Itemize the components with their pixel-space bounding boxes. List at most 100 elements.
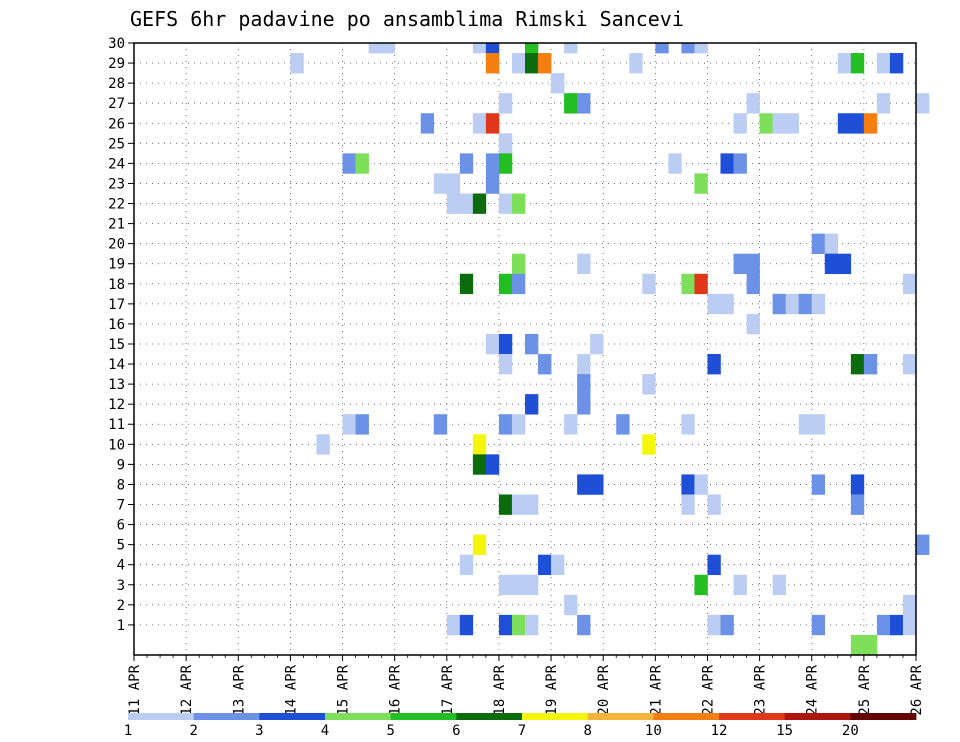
colorbar-label: 5 bbox=[386, 723, 394, 739]
data-cell bbox=[498, 193, 513, 214]
colorbar-segment bbox=[390, 713, 457, 720]
data-cell bbox=[772, 113, 786, 134]
data-cell bbox=[850, 474, 865, 495]
data-cell bbox=[446, 173, 461, 194]
data-cell bbox=[433, 173, 448, 194]
y-tick-label: 6 bbox=[117, 518, 125, 534]
data-cell bbox=[837, 53, 852, 74]
data-cell bbox=[863, 354, 878, 375]
data-cell bbox=[525, 394, 539, 415]
data-cell bbox=[876, 53, 891, 74]
data-cell bbox=[759, 113, 773, 134]
data-cell bbox=[681, 273, 695, 295]
data-cell bbox=[577, 474, 591, 495]
data-cell bbox=[511, 614, 526, 636]
y-tick-label: 28 bbox=[108, 76, 125, 92]
y-tick-label: 20 bbox=[108, 237, 125, 253]
data-cell bbox=[342, 153, 356, 174]
data-cell bbox=[642, 374, 656, 395]
colorbar-segment bbox=[522, 713, 589, 720]
data-cell bbox=[498, 354, 513, 375]
data-cell bbox=[616, 414, 630, 435]
data-cell bbox=[837, 113, 852, 134]
data-cell bbox=[459, 193, 474, 214]
data-cell bbox=[472, 534, 487, 555]
colorbar-label: 3 bbox=[255, 723, 263, 739]
data-cell bbox=[720, 614, 734, 636]
data-cell bbox=[707, 554, 721, 576]
data-cell bbox=[525, 333, 539, 355]
y-tick-label: 9 bbox=[117, 457, 125, 473]
data-cell bbox=[511, 574, 526, 596]
y-tick-label: 18 bbox=[108, 277, 125, 293]
data-cell bbox=[485, 53, 500, 74]
data-cell bbox=[551, 73, 565, 94]
colorbar-segment bbox=[784, 713, 851, 720]
data-cell bbox=[498, 273, 513, 295]
data-cell bbox=[798, 293, 813, 315]
data-cell bbox=[577, 253, 591, 275]
data-cell bbox=[485, 113, 500, 134]
data-cell bbox=[472, 454, 487, 475]
data-cell bbox=[694, 173, 708, 194]
y-tick-label: 5 bbox=[117, 538, 125, 554]
data-cell bbox=[707, 494, 721, 515]
data-cell bbox=[902, 594, 917, 616]
data-cell bbox=[850, 634, 865, 656]
data-cell bbox=[498, 614, 513, 636]
x-tick-label: 11 APR bbox=[127, 664, 143, 715]
colorbar: 1 2 3 4 5 6 7 8 10 12 15 20 bbox=[124, 713, 917, 739]
data-cell bbox=[707, 354, 721, 375]
data-cell bbox=[551, 554, 565, 576]
data-cell bbox=[446, 614, 461, 636]
data-cell bbox=[824, 233, 839, 254]
data-cell bbox=[511, 53, 526, 74]
data-cell bbox=[772, 293, 786, 315]
data-cell bbox=[811, 233, 826, 254]
data-cell bbox=[498, 333, 513, 355]
data-cell bbox=[355, 414, 369, 435]
data-cell bbox=[355, 153, 369, 174]
y-tick-label: 19 bbox=[108, 257, 125, 273]
colorbar-label: 12 bbox=[711, 723, 728, 739]
data-cell bbox=[785, 113, 799, 134]
y-tick-label: 29 bbox=[108, 56, 125, 72]
colorbar-label: 8 bbox=[583, 723, 591, 739]
data-cell bbox=[564, 594, 578, 616]
y-tick-label: 8 bbox=[117, 477, 125, 493]
x-tick-label: 24 APR bbox=[805, 664, 821, 715]
y-tick-label: 15 bbox=[108, 337, 125, 353]
colorbar-segment bbox=[193, 713, 260, 720]
data-cell bbox=[720, 153, 734, 174]
data-cell bbox=[629, 53, 643, 74]
y-tick-label: 11 bbox=[108, 417, 125, 433]
data-cell bbox=[525, 43, 539, 54]
data-cell bbox=[459, 273, 474, 295]
colorbar-segment bbox=[456, 713, 523, 720]
y-tick-label: 22 bbox=[108, 197, 125, 213]
y-tick-label: 21 bbox=[108, 217, 125, 233]
x-tick-label: 26 APR bbox=[909, 664, 925, 715]
data-cell bbox=[863, 634, 878, 656]
y-tick-label: 27 bbox=[108, 96, 125, 112]
y-tick-label: 13 bbox=[108, 377, 125, 393]
data-cell bbox=[485, 43, 500, 54]
colorbar-segment bbox=[850, 713, 917, 720]
data-cell bbox=[485, 173, 500, 194]
data-cell bbox=[511, 273, 526, 295]
data-cell bbox=[498, 494, 513, 515]
data-cell bbox=[811, 474, 826, 495]
data-cell bbox=[590, 333, 604, 355]
data-cell bbox=[564, 414, 578, 435]
data-cell bbox=[511, 193, 526, 214]
x-tick-label: 18 APR bbox=[492, 664, 508, 715]
data-cell bbox=[538, 354, 552, 375]
x-tick-label: 20 APR bbox=[596, 664, 612, 715]
data-cell bbox=[381, 43, 395, 54]
y-tick-label: 30 bbox=[108, 36, 125, 52]
data-cells bbox=[290, 43, 930, 656]
data-cell bbox=[577, 394, 591, 415]
data-cell bbox=[772, 574, 786, 596]
data-cell bbox=[733, 574, 747, 596]
